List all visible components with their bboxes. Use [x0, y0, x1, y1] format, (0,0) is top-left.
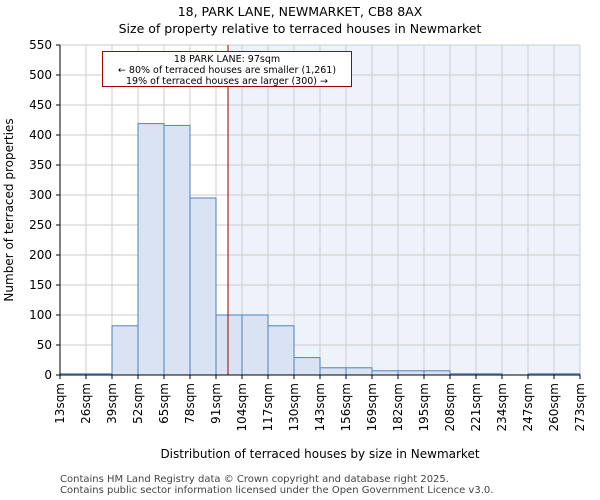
- x-tick-label: 234sqm: [495, 383, 509, 431]
- histogram-bar: [345, 367, 373, 376]
- y-tick-label: 200: [29, 248, 52, 262]
- y-tick-label: 450: [29, 98, 52, 112]
- annotation-line-3: 19% of terraced houses are larger (300) …: [126, 76, 328, 87]
- histogram-bar: [371, 370, 399, 376]
- histogram-bar: [163, 124, 191, 376]
- x-tick-label: 130sqm: [287, 383, 301, 431]
- annotation-line-2: ← 80% of terraced houses are smaller (1,…: [117, 65, 337, 76]
- footer-licence: Contains public sector information licen…: [60, 485, 494, 496]
- histogram-bar: [137, 123, 165, 376]
- x-tick-label: 208sqm: [443, 383, 457, 431]
- y-tick-label: 100: [29, 308, 52, 322]
- x-tick-label: 52sqm: [131, 383, 145, 424]
- x-axis-label: Distribution of terraced houses by size …: [160, 447, 479, 461]
- chart-subtitle: Size of property relative to terraced ho…: [118, 21, 482, 36]
- histogram-bar: [423, 370, 451, 376]
- histogram-bar: [189, 197, 217, 376]
- histogram-bar: [241, 314, 269, 376]
- y-tick-label: 350: [29, 158, 52, 172]
- x-tick-label: 13sqm: [53, 383, 67, 424]
- x-tick-label: 260sqm: [547, 383, 561, 431]
- y-tick-label: 550: [29, 38, 52, 52]
- histogram-bar: [319, 367, 347, 376]
- histogram-bar: [111, 325, 139, 376]
- histogram-bar: [267, 325, 295, 376]
- x-tick-label: 156sqm: [339, 383, 353, 431]
- x-tick-label: 247sqm: [521, 383, 535, 431]
- annotation-line-1: 18 PARK LANE: 97sqm: [173, 54, 281, 65]
- x-tick-label: 78sqm: [183, 383, 197, 424]
- x-tick-label: 273sqm: [573, 383, 587, 431]
- y-axis-label: Number of terraced properties: [2, 118, 16, 301]
- x-tick-label: 26sqm: [79, 383, 93, 424]
- y-tick-label: 0: [44, 368, 52, 382]
- x-tick-label: 169sqm: [365, 383, 379, 431]
- x-tick-label: 221sqm: [469, 383, 483, 431]
- y-tick-label: 50: [37, 338, 52, 352]
- y-tick-label: 500: [29, 68, 52, 82]
- y-tick-label: 250: [29, 218, 52, 232]
- x-tick-label: 91sqm: [209, 383, 223, 424]
- x-tick-label: 39sqm: [105, 383, 119, 424]
- histogram-bar: [215, 314, 243, 376]
- y-tick-label: 300: [29, 188, 52, 202]
- histogram-bar: [293, 357, 321, 376]
- footer-copyright: Contains HM Land Registry data © Crown c…: [60, 474, 449, 485]
- property-annotation-box: 18 PARK LANE: 97sqm ← 80% of terraced ho…: [102, 51, 352, 87]
- larger-region: [228, 45, 580, 375]
- x-tick-label: 117sqm: [261, 383, 275, 431]
- x-tick-label: 195sqm: [417, 383, 431, 431]
- histogram-bar: [397, 370, 425, 376]
- y-tick-label: 400: [29, 128, 52, 142]
- y-tick-label: 150: [29, 278, 52, 292]
- x-tick-label: 104sqm: [235, 383, 249, 431]
- chart-title: 18, PARK LANE, NEWMARKET, CB8 8AX: [177, 4, 423, 19]
- x-tick-label: 65sqm: [157, 383, 171, 424]
- x-tick-label: 182sqm: [391, 383, 405, 431]
- x-tick-label: 143sqm: [313, 383, 327, 431]
